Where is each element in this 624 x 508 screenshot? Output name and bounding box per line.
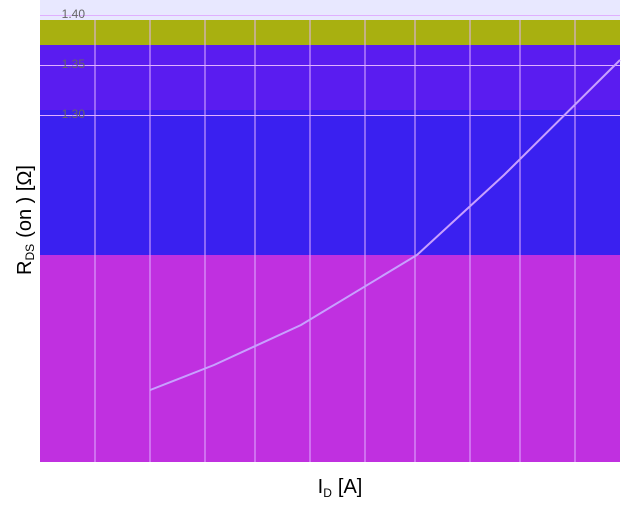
plot-band: [40, 20, 620, 45]
plot-band: [40, 110, 620, 255]
y-axis-label: RDS(on ) [Ω]: [14, 165, 37, 275]
plot-band: [40, 255, 620, 462]
series-line: [149, 59, 621, 391]
y-tick-label: 1.30: [62, 107, 86, 121]
plot-top: [40, 0, 620, 20]
y-tick-label: 1.40: [62, 7, 86, 21]
plot-band: [40, 45, 620, 110]
y-tick-label: 1.35: [62, 57, 86, 71]
x-axis-label: ID [A]: [318, 476, 363, 500]
v-grid: [94, 20, 576, 462]
